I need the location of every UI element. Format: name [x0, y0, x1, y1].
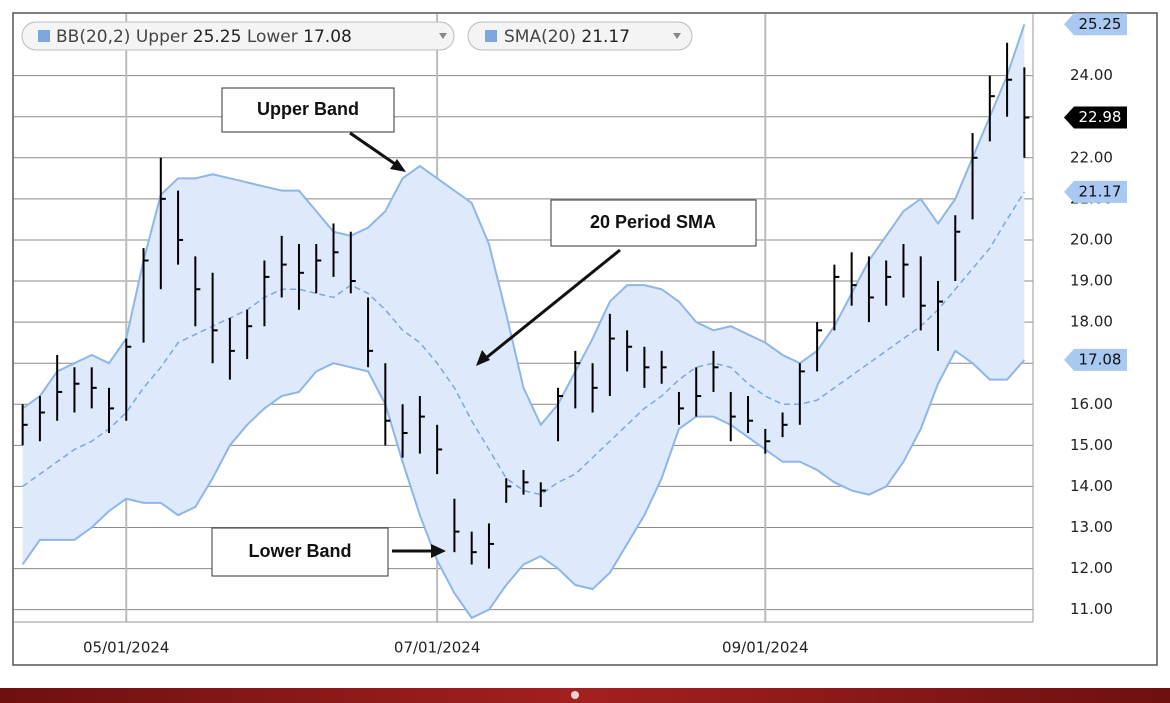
- arrow: [485, 248, 621, 360]
- legend-swatch: [485, 30, 497, 42]
- x-tick-label: 05/01/2024: [83, 639, 169, 657]
- legend-entry: Lower: [247, 27, 298, 47]
- legend: BB(20,2) Upper 25.25 Lower 17.08 SMA(20)…: [21, 21, 693, 51]
- legend-swatch: [38, 30, 50, 42]
- arrow-head: [431, 544, 446, 558]
- y-tick-label: 20.00: [1070, 230, 1113, 248]
- price-flag: [1064, 348, 1127, 371]
- series-line: [22, 191, 1025, 496]
- legend-entry: Upper: [136, 27, 187, 47]
- series-line: [21, 349, 1026, 620]
- price-flag: [1064, 13, 1127, 36]
- price-flag-label: 25.25: [1079, 15, 1122, 33]
- arrow: [349, 131, 399, 168]
- indicator-name: BB(20,2): [56, 27, 130, 47]
- y-tick-label: 15.00: [1070, 436, 1113, 454]
- footer-logo: [571, 691, 579, 699]
- dropdown-arrow: [673, 33, 681, 39]
- annotation-box: [221, 87, 395, 133]
- y-tick-label: 16.00: [1070, 395, 1113, 413]
- y-tick-label: 11.00: [1070, 600, 1113, 618]
- price-flag-label: 17.08: [1079, 350, 1122, 368]
- x-tick-label: 07/01/2024: [394, 639, 480, 657]
- annotation: Lower Band: [248, 541, 351, 561]
- y-tick-label: 12.00: [1070, 559, 1113, 577]
- y-tick-label: 18.00: [1070, 313, 1113, 331]
- arrow-head: [476, 350, 490, 366]
- annotation: 20 Period SMA: [590, 212, 716, 232]
- price-flag-label: 21.17: [1079, 182, 1122, 200]
- legend-pill[interactable]: [21, 21, 455, 51]
- y-tick-label: 22.00: [1070, 148, 1113, 166]
- price-flag-label: 22.98: [1079, 108, 1122, 126]
- y-tick-label: 24.00: [1070, 66, 1113, 84]
- annotation-box: [211, 527, 389, 577]
- y-tick-label: 14.00: [1070, 477, 1113, 495]
- legend-text: SMA(20) 21.17: [504, 27, 630, 47]
- y-tick-label: 13.00: [1070, 518, 1113, 536]
- footer-banner: [0, 688, 1170, 703]
- dropdown-arrow: [439, 33, 447, 39]
- legend-pill[interactable]: [467, 21, 693, 51]
- y-tick-label: 19.00: [1070, 272, 1113, 290]
- plot: [21, 23, 1030, 620]
- legend-value: 25.25: [193, 27, 242, 47]
- annotation-box: [550, 199, 757, 247]
- annotation: Upper Band: [257, 99, 359, 119]
- x-tick-label: 09/01/2024: [722, 639, 808, 657]
- price-flag: [1064, 106, 1127, 129]
- annotations: Upper Band 20 Period SMA Lower Band: [211, 87, 757, 577]
- price-flags: 25.25 22.98 21.17 17.08: [1064, 13, 1127, 371]
- legend-entry: SMA(20): [504, 27, 576, 47]
- arrow-head: [390, 159, 406, 172]
- price-flag: [1064, 180, 1127, 203]
- legend-value: 21.17: [581, 27, 630, 47]
- legend-value: 17.08: [303, 27, 352, 47]
- series-line: [22, 23, 1026, 427]
- legend-text: BB(20,2) Upper 25.25 Lower 17.08: [56, 27, 352, 47]
